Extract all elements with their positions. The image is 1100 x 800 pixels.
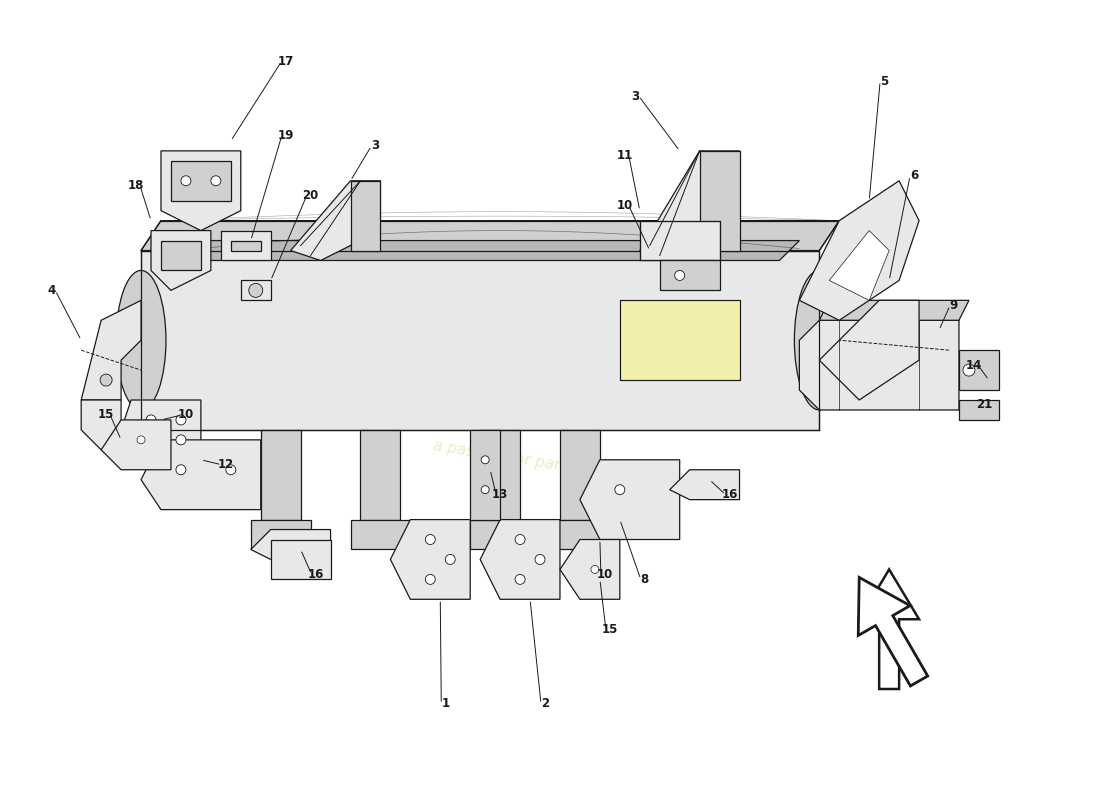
- Polygon shape: [261, 430, 300, 519]
- Polygon shape: [271, 539, 331, 579]
- Text: 15: 15: [98, 409, 114, 422]
- Circle shape: [180, 176, 191, 186]
- Circle shape: [138, 436, 145, 444]
- Polygon shape: [640, 151, 739, 261]
- Circle shape: [481, 486, 490, 494]
- Circle shape: [176, 435, 186, 445]
- Circle shape: [615, 485, 625, 494]
- Polygon shape: [859, 570, 920, 689]
- Text: 1: 1: [441, 698, 449, 710]
- Text: 4: 4: [47, 284, 55, 297]
- Polygon shape: [121, 400, 201, 460]
- Polygon shape: [151, 230, 211, 290]
- Polygon shape: [800, 181, 920, 320]
- Text: a passion for parts.info: a passion for parts.info: [432, 438, 608, 481]
- Circle shape: [515, 574, 525, 584]
- Polygon shape: [141, 250, 820, 430]
- Polygon shape: [351, 519, 410, 550]
- Polygon shape: [829, 230, 889, 300]
- Polygon shape: [640, 221, 719, 261]
- Text: 6: 6: [910, 170, 918, 182]
- Polygon shape: [619, 300, 739, 380]
- Polygon shape: [241, 281, 271, 300]
- Text: 11: 11: [617, 150, 632, 162]
- Circle shape: [515, 534, 525, 545]
- Text: 15: 15: [602, 622, 618, 636]
- Circle shape: [211, 176, 221, 186]
- Circle shape: [146, 415, 156, 425]
- Polygon shape: [470, 519, 530, 550]
- Text: 2: 2: [541, 698, 549, 710]
- Polygon shape: [221, 230, 271, 261]
- Polygon shape: [560, 430, 600, 519]
- Text: 16: 16: [722, 488, 738, 501]
- Polygon shape: [141, 440, 261, 510]
- Polygon shape: [81, 400, 121, 450]
- Circle shape: [591, 566, 598, 574]
- Circle shape: [176, 465, 186, 474]
- Polygon shape: [351, 181, 381, 250]
- Polygon shape: [231, 241, 261, 250]
- Text: 3: 3: [372, 139, 379, 152]
- Text: 18: 18: [128, 179, 144, 192]
- Text: 10: 10: [178, 409, 194, 422]
- Polygon shape: [361, 430, 400, 519]
- Polygon shape: [101, 420, 170, 470]
- Text: 19: 19: [277, 130, 294, 142]
- Polygon shape: [959, 400, 999, 420]
- Ellipse shape: [794, 270, 845, 410]
- Circle shape: [426, 534, 436, 545]
- Polygon shape: [290, 181, 381, 261]
- Text: 3: 3: [630, 90, 639, 102]
- Ellipse shape: [117, 270, 166, 410]
- Polygon shape: [251, 519, 310, 550]
- Polygon shape: [81, 300, 141, 400]
- Polygon shape: [560, 539, 619, 599]
- Circle shape: [249, 283, 263, 298]
- Text: 20: 20: [302, 190, 319, 202]
- Circle shape: [674, 270, 684, 281]
- Text: euro: euro: [162, 304, 279, 357]
- Polygon shape: [161, 151, 241, 230]
- Circle shape: [535, 554, 544, 565]
- Circle shape: [481, 456, 490, 464]
- Circle shape: [100, 374, 112, 386]
- Text: 10: 10: [617, 199, 632, 212]
- Text: 14: 14: [966, 358, 982, 372]
- Polygon shape: [390, 519, 470, 599]
- Polygon shape: [481, 519, 560, 599]
- Circle shape: [176, 415, 186, 425]
- Polygon shape: [161, 241, 800, 261]
- Polygon shape: [580, 460, 680, 539]
- Circle shape: [962, 364, 975, 376]
- Text: 8: 8: [640, 573, 649, 586]
- Text: 13: 13: [492, 488, 508, 501]
- Polygon shape: [858, 578, 927, 686]
- Circle shape: [446, 554, 455, 565]
- Polygon shape: [170, 161, 231, 201]
- Circle shape: [426, 574, 436, 584]
- Text: 21: 21: [976, 398, 992, 411]
- Polygon shape: [660, 261, 719, 290]
- Polygon shape: [161, 241, 201, 270]
- Text: 10: 10: [596, 568, 613, 581]
- Polygon shape: [481, 430, 520, 519]
- Polygon shape: [470, 430, 500, 519]
- Polygon shape: [820, 300, 920, 400]
- Polygon shape: [670, 470, 739, 500]
- Circle shape: [226, 465, 235, 474]
- Text: 17: 17: [277, 54, 294, 68]
- Text: 5: 5: [880, 74, 889, 88]
- Polygon shape: [800, 320, 959, 410]
- Polygon shape: [251, 530, 331, 559]
- Polygon shape: [820, 300, 969, 320]
- Text: 9: 9: [950, 299, 958, 312]
- Polygon shape: [141, 221, 839, 250]
- Text: 12: 12: [218, 458, 234, 471]
- Polygon shape: [959, 350, 999, 390]
- Polygon shape: [550, 519, 609, 550]
- Polygon shape: [700, 151, 739, 250]
- Text: 16: 16: [307, 568, 323, 581]
- Text: SPARES: SPARES: [395, 354, 565, 406]
